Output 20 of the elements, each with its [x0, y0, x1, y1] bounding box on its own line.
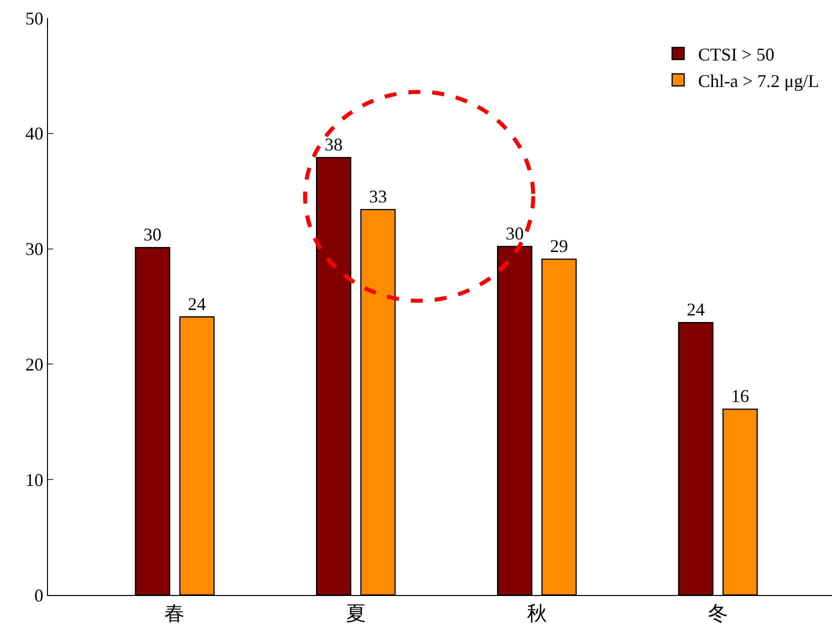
- x-tick-label: 夏: [346, 603, 366, 625]
- data-label: 38: [324, 134, 343, 155]
- data-label: 33: [368, 186, 387, 207]
- y-tick-label: 0: [34, 585, 44, 606]
- x-tick-label: 秋: [526, 603, 547, 625]
- data-label: 16: [731, 386, 750, 406]
- y-tick-label: 30: [25, 239, 44, 260]
- y-tick-label: 40: [25, 124, 44, 144]
- data-label: 29: [550, 236, 568, 256]
- data-label: 24: [188, 294, 206, 314]
- data-label: 30: [506, 223, 524, 244]
- y-tick-label: 10: [25, 470, 44, 490]
- legend-label: Chl-a > 7.2 μg/L: [698, 70, 819, 91]
- y-tick-label: 20: [25, 354, 44, 374]
- x-tick-label: 春: [164, 603, 185, 625]
- x-tick-label: 冬: [708, 603, 728, 625]
- y-tick-label: 50: [25, 8, 44, 28]
- data-label: 24: [686, 300, 705, 320]
- legend-label: CTSI > 50: [698, 44, 774, 65]
- data-label: 30: [144, 224, 162, 245]
